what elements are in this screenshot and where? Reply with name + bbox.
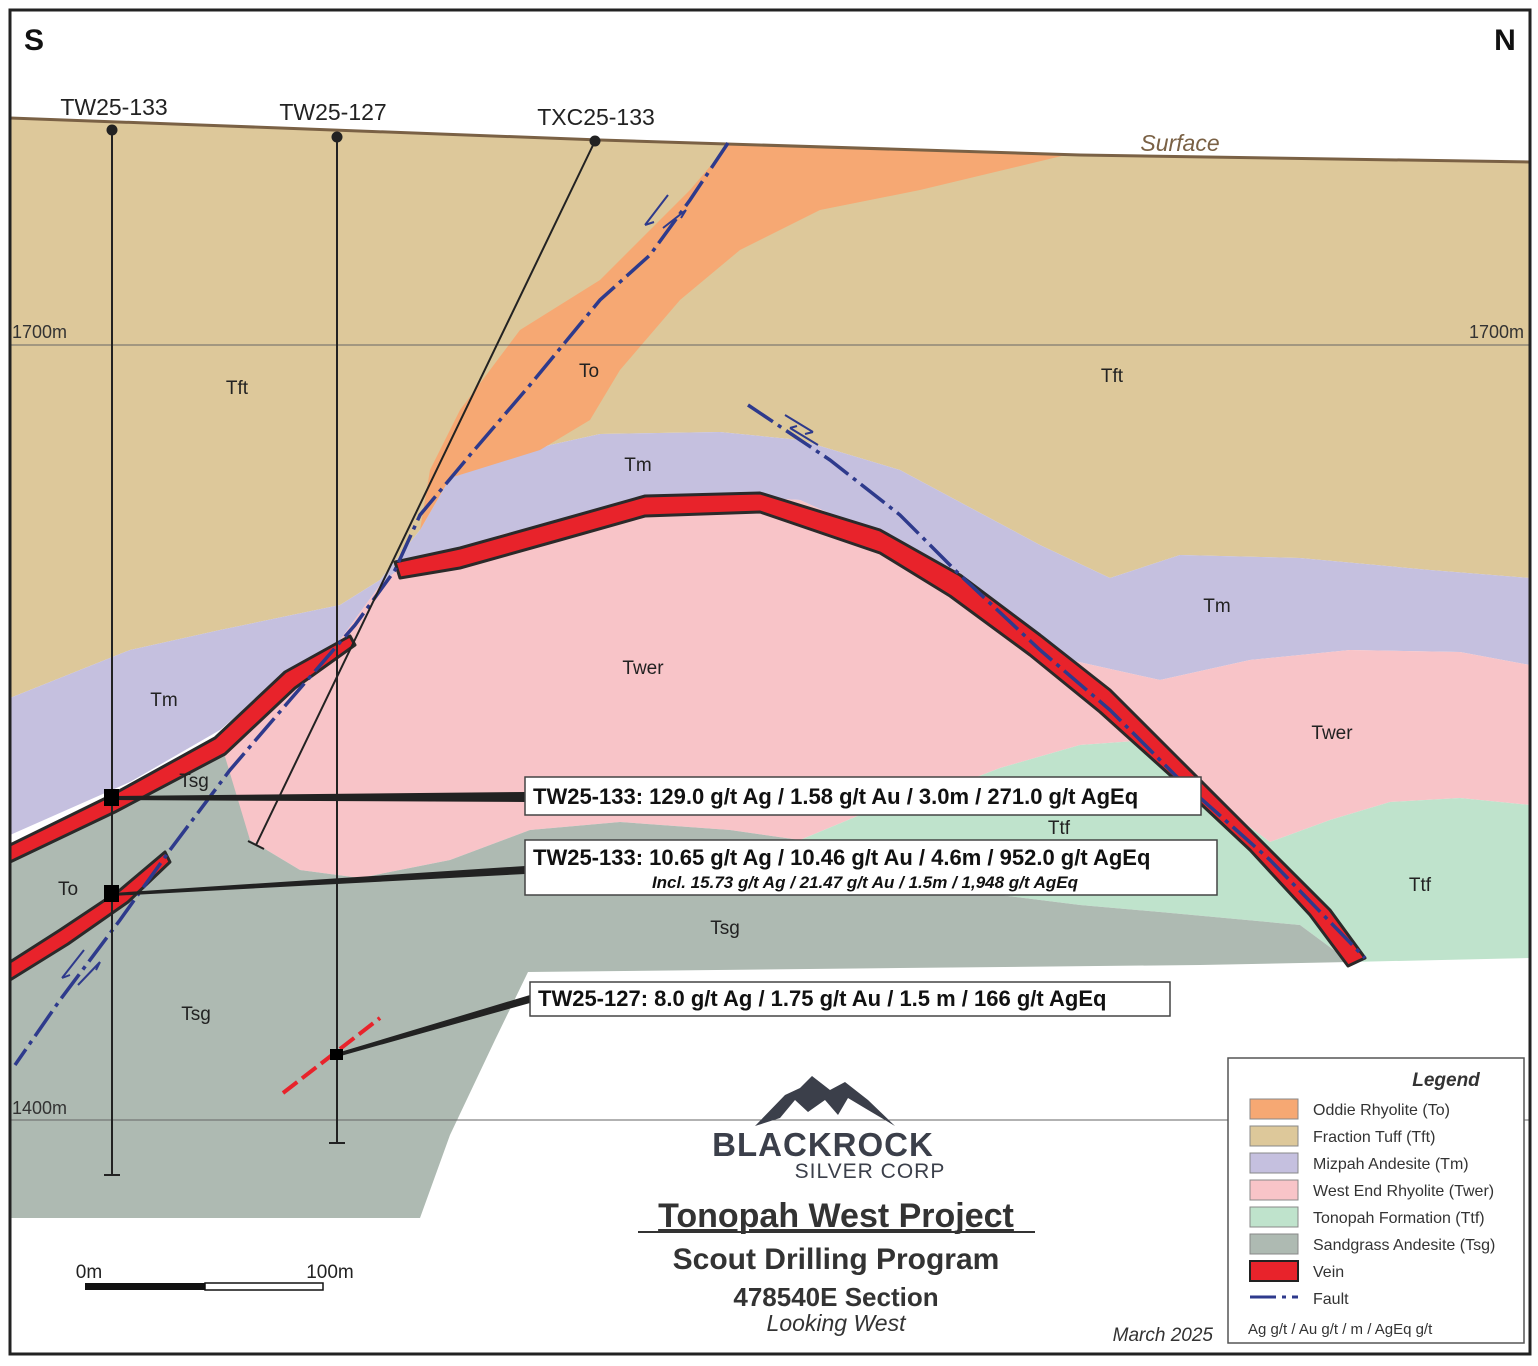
vein-lower-left bbox=[8, 850, 172, 982]
intercept-marker-a bbox=[104, 789, 119, 806]
legend-label: Fault bbox=[1313, 1291, 1349, 1308]
legend-item: Tonopah Formation (Ttf) bbox=[1249, 1206, 1485, 1228]
unit-label-to-lower: To bbox=[58, 879, 78, 900]
unit-to bbox=[420, 143, 1070, 530]
drillhole-label-tw25-127: TW25-127 bbox=[279, 99, 386, 125]
unit-label-tsg-center: Tsg bbox=[710, 918, 740, 939]
intercept-text-b: TW25-133: 10.65 g/t Ag / 10.46 g/t Au / … bbox=[533, 845, 1150, 870]
legend-item: West End Rhyolite (Twer) bbox=[1249, 1179, 1494, 1201]
legend-item: Oddie Rhyolite (To) bbox=[1249, 1098, 1450, 1120]
legend-swatch bbox=[1249, 1260, 1299, 1282]
scale-bar: 0m 100m bbox=[76, 1262, 354, 1291]
unit-labels: Tft Tft To To Tm Tm Tm Twer Twer Tsg Tsg… bbox=[58, 361, 1432, 1025]
drillhole-label-tw25-133: TW25-133 bbox=[60, 94, 167, 120]
legend-label: Vein bbox=[1313, 1264, 1344, 1281]
legend-title: Legend bbox=[1412, 1070, 1480, 1091]
logo-subtitle: SILVER CORP bbox=[795, 1160, 946, 1183]
intercept-box-b bbox=[524, 839, 1218, 896]
legend-swatch bbox=[1249, 1233, 1299, 1255]
fault-main bbox=[13, 142, 730, 1066]
legend-swatch bbox=[1249, 1098, 1299, 1120]
intercept-text-a: TW25-133: 129.0 g/t Ag / 1.58 g/t Au / 3… bbox=[533, 784, 1138, 809]
drillhole-label-txc25-133: TXC25-133 bbox=[537, 104, 655, 130]
unit-label-ttf-center: Ttf bbox=[1048, 818, 1071, 839]
logo: BLACKROCK SILVER CORP bbox=[712, 1076, 946, 1183]
unit-label-to-upper: To bbox=[579, 361, 599, 382]
scale-bar-end: 100m bbox=[306, 1262, 354, 1283]
legend-label: Mizpah Andesite (Tm) bbox=[1313, 1156, 1469, 1173]
unit-label-tft-left: Tft bbox=[226, 378, 249, 399]
unit-tsg bbox=[10, 740, 1350, 1218]
compass-south: S bbox=[24, 24, 44, 57]
unit-label-twer-right: Twer bbox=[1311, 723, 1353, 744]
intercept-marker-b bbox=[104, 885, 119, 902]
legend-swatch bbox=[1249, 1125, 1299, 1147]
faults bbox=[13, 142, 1367, 1066]
legend-label: Oddie Rhyolite (To) bbox=[1313, 1102, 1450, 1119]
elevation-label-1400-left: 1400m bbox=[12, 1098, 67, 1118]
scale-bar-start: 0m bbox=[76, 1262, 102, 1283]
unit-label-tm-right: Tm bbox=[1203, 596, 1230, 617]
collar-tw25-127 bbox=[331, 131, 343, 143]
view-direction: Looking West bbox=[767, 1310, 908, 1336]
legend-label: Fraction Tuff (Tft) bbox=[1313, 1129, 1435, 1146]
intercept-text-b-incl: Incl. 15.73 g/t Ag / 21.47 g/t Au / 1.5m… bbox=[652, 873, 1079, 892]
legend-label: West End Rhyolite (Twer) bbox=[1313, 1183, 1494, 1200]
unit-tm bbox=[10, 432, 1530, 835]
project-title: Tonopah West Project bbox=[658, 1197, 1014, 1235]
legend-label: Sandgrass Andesite (Tsg) bbox=[1313, 1237, 1495, 1254]
elevation-label-1700-left: 1700m bbox=[12, 322, 67, 342]
intercept-box-c bbox=[529, 981, 1171, 1017]
legend-label: Tonopah Formation (Ttf) bbox=[1313, 1210, 1485, 1227]
elevation-label-1700-right: 1700m bbox=[1469, 322, 1524, 342]
intercept-labels: TW25-133: 129.0 g/t Ag / 1.58 g/t Au / 3… bbox=[524, 776, 1218, 1017]
fault-motion-arrows bbox=[61, 194, 819, 986]
section-title: 478540E Section bbox=[733, 1282, 938, 1312]
legend-swatch bbox=[1249, 1206, 1299, 1228]
figure-frame bbox=[8, 8, 1532, 1356]
drillholes bbox=[104, 130, 596, 1176]
legend-units-note: Ag g/t / Au g/t / m / AgEq g/t bbox=[1248, 1321, 1433, 1338]
legend-item: Vein bbox=[1249, 1260, 1344, 1282]
logo-wordmark: BLACKROCK bbox=[712, 1126, 934, 1163]
logo-mountain-icon bbox=[755, 1076, 895, 1126]
legend-swatch bbox=[1249, 1152, 1299, 1174]
figure-date: March 2025 bbox=[1113, 1325, 1214, 1346]
unit-label-twer-center: Twer bbox=[622, 658, 664, 679]
unit-label-tm-center: Tm bbox=[624, 455, 651, 476]
program-title: Scout Drilling Program bbox=[673, 1243, 1000, 1276]
collar-tw25-133 bbox=[106, 124, 118, 136]
drillhole-trace-txc25-133 bbox=[255, 140, 596, 846]
unit-label-tsg-upper: Tsg bbox=[179, 771, 209, 792]
title-block: Tonopah West Project Scout Drilling Prog… bbox=[638, 1197, 1035, 1336]
veins bbox=[8, 491, 1367, 982]
vein-main bbox=[393, 491, 1367, 968]
intercepts bbox=[104, 789, 530, 1095]
unit-label-tm-left: Tm bbox=[150, 690, 177, 711]
legend: Legend Oddie Rhyolite (To) Fraction Tuff … bbox=[1227, 1057, 1525, 1344]
unit-label-tft-right: Tft bbox=[1101, 366, 1124, 387]
unit-label-ttf-right: Ttf bbox=[1409, 875, 1432, 896]
compass-north: N bbox=[1494, 24, 1516, 57]
intercept-marker-c bbox=[330, 1049, 343, 1060]
legend-swatch bbox=[1249, 1179, 1299, 1201]
legend-item: Mizpah Andesite (Tm) bbox=[1249, 1152, 1469, 1174]
legend-item: Fault bbox=[1250, 1291, 1349, 1308]
collar-txc25-133 bbox=[589, 135, 601, 147]
legend-item: Fraction Tuff (Tft) bbox=[1249, 1125, 1435, 1147]
unit-label-tsg-lower: Tsg bbox=[181, 1004, 211, 1025]
legend-item: Sandgrass Andesite (Tsg) bbox=[1249, 1233, 1495, 1255]
intercept-text-c: TW25-127: 8.0 g/t Ag / 1.75 g/t Au / 1.5… bbox=[538, 986, 1106, 1011]
intercept-box-a bbox=[524, 776, 1202, 816]
fault-east bbox=[747, 403, 1367, 960]
unit-tft bbox=[10, 118, 1530, 698]
surface-label: Surface bbox=[1140, 130, 1219, 156]
vein-upper-left bbox=[8, 634, 357, 864]
